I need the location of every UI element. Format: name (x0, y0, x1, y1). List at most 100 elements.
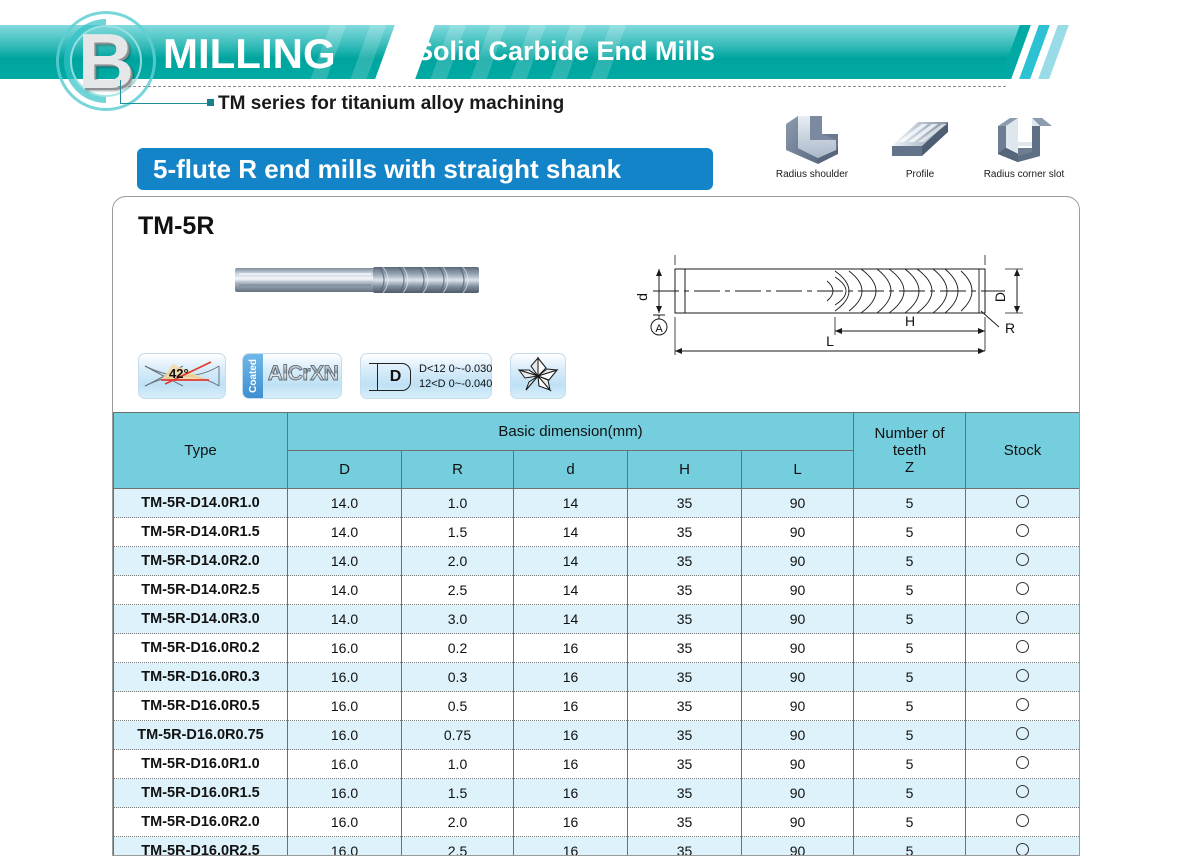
cell-stock (965, 720, 1079, 750)
tolerance-arrow-icon (377, 364, 378, 390)
operation-label: Radius corner slot (983, 169, 1065, 180)
operation-label: Radius shoulder (775, 169, 849, 180)
cell-teeth: 5 (853, 575, 967, 605)
cell-R: 2.0 (401, 546, 514, 576)
stock-available-icon (1016, 814, 1030, 827)
cell-type: TM-5R-D16.0R0.75 (113, 720, 288, 750)
cell-stock (965, 488, 1079, 518)
logo-letter: B (77, 16, 135, 105)
stock-available-icon (1016, 698, 1030, 711)
logo-ring-outer (56, 11, 156, 111)
cell-d: 16 (513, 662, 628, 692)
th-teeth-line1: Number of (874, 425, 945, 442)
cell-L: 90 (740, 633, 855, 663)
cell-H: 35 (627, 778, 742, 808)
cell-L: 90 (740, 546, 855, 576)
helix-angle-label: 42° (169, 366, 189, 381)
cell-R: 0.3 (401, 662, 514, 692)
dim-label-H: H (905, 313, 915, 329)
cell-L: 90 (740, 517, 855, 547)
brand-logo: B (50, 5, 162, 117)
cell-D: 16.0 (287, 720, 402, 750)
cell-R: 2.5 (401, 575, 514, 605)
cell-type: TM-5R-D14.0R3.0 (113, 604, 288, 634)
cell-D: 16.0 (287, 749, 402, 779)
dimension-drawing: d D H R (634, 255, 1023, 355)
table-row: TM-5R-D16.0R2.5 16.0 2.5 16 35 90 5 (113, 836, 1079, 855)
cell-teeth: 5 (853, 604, 967, 634)
profile-icon (892, 122, 948, 156)
cell-D: 14.0 (287, 604, 402, 634)
category-title: MILLING (163, 30, 336, 77)
header-subtitle: Solid Carbide End Mills (415, 36, 716, 66)
product-photo (233, 259, 483, 301)
cell-D: 16.0 (287, 807, 402, 837)
cell-D: 16.0 (287, 691, 402, 721)
cell-D: 14.0 (287, 488, 402, 518)
table-row: TM-5R-D14.0R1.5 14.0 1.5 14 35 90 5 (113, 517, 1079, 547)
cell-L: 90 (740, 807, 855, 837)
coating-name: AlCrXN (265, 362, 341, 386)
cell-D: 16.0 (287, 662, 402, 692)
operation-radius-shoulder: Radius shoulder (757, 112, 867, 180)
header-teal-bar (0, 25, 1030, 79)
section-title-label: 5-flute R end mills with straight shank (153, 153, 622, 184)
operation-icons: Radius shoulder Profile (757, 112, 1087, 190)
cell-type: TM-5R-D16.0R0.3 (113, 662, 288, 692)
cell-d: 16 (513, 749, 628, 779)
cell-R: 1.0 (401, 488, 514, 518)
table-row: TM-5R-D14.0R2.5 14.0 2.5 14 35 90 5 (113, 575, 1079, 605)
cell-type: TM-5R-D14.0R1.5 (113, 517, 288, 547)
cell-H: 35 (627, 720, 742, 750)
cell-stock (965, 749, 1079, 779)
cell-L: 90 (740, 836, 855, 855)
th-type: Type (113, 412, 288, 489)
cell-d: 16 (513, 807, 628, 837)
tolerance-symbol: D (369, 363, 411, 391)
cell-L: 90 (740, 691, 855, 721)
dim-label-L: L (826, 333, 834, 349)
stock-available-icon (1016, 611, 1030, 624)
cell-R: 1.5 (401, 778, 514, 808)
cell-d: 16 (513, 778, 628, 808)
badge-flute-count (510, 353, 566, 399)
stock-available-icon (1016, 756, 1030, 769)
cell-R: 2.5 (401, 836, 514, 855)
table-row: TM-5R-D14.0R2.0 14.0 2.0 14 35 90 5 (113, 546, 1079, 576)
header-leader-vertical (120, 80, 121, 104)
cell-R: 0.5 (401, 691, 514, 721)
cell-d: 14 (513, 517, 628, 547)
cell-H: 35 (627, 575, 742, 605)
header-dashed-rule (118, 86, 1006, 87)
th-D: D (287, 450, 402, 489)
table-row: TM-5R-D16.0R1.0 16.0 1.0 16 35 90 5 (113, 749, 1079, 779)
cell-teeth: 5 (853, 807, 967, 837)
cell-type: TM-5R-D16.0R0.2 (113, 633, 288, 663)
cell-L: 90 (740, 488, 855, 518)
cell-teeth: 5 (853, 546, 967, 576)
page-header: B MILLING Solid Carbide End Mills TM ser… (0, 0, 1188, 122)
cell-stock (965, 575, 1079, 605)
end-mill-photo (235, 266, 479, 294)
specification-table: Type Basic dimension(mm) Number of teeth… (113, 412, 1079, 855)
series-note: TM series for titanium alloy machining (218, 93, 565, 114)
stock-available-icon (1016, 669, 1030, 682)
th-H: H (627, 450, 742, 489)
product-code: TM-5R (138, 212, 215, 240)
tolerance-line-2: 12<D 0~-0.040 (419, 378, 493, 390)
dim-label-d: d (634, 293, 650, 301)
coated-label: Coated (247, 359, 259, 393)
radius-corner-slot-icon (998, 118, 1052, 162)
cell-stock (965, 836, 1079, 855)
cell-D: 16.0 (287, 633, 402, 663)
cell-d: 14 (513, 546, 628, 576)
cell-H: 35 (627, 604, 742, 634)
cell-H: 35 (627, 662, 742, 692)
stock-available-icon (1016, 843, 1030, 855)
cell-stock (965, 546, 1079, 576)
tolerance-line-1: D<12 0~-0.030 (419, 363, 493, 375)
badge-tolerance: D D<12 0~-0.030 12<D 0~-0.040 (360, 353, 492, 399)
cell-d: 16 (513, 633, 628, 663)
cell-D: 16.0 (287, 778, 402, 808)
cell-H: 35 (627, 836, 742, 855)
